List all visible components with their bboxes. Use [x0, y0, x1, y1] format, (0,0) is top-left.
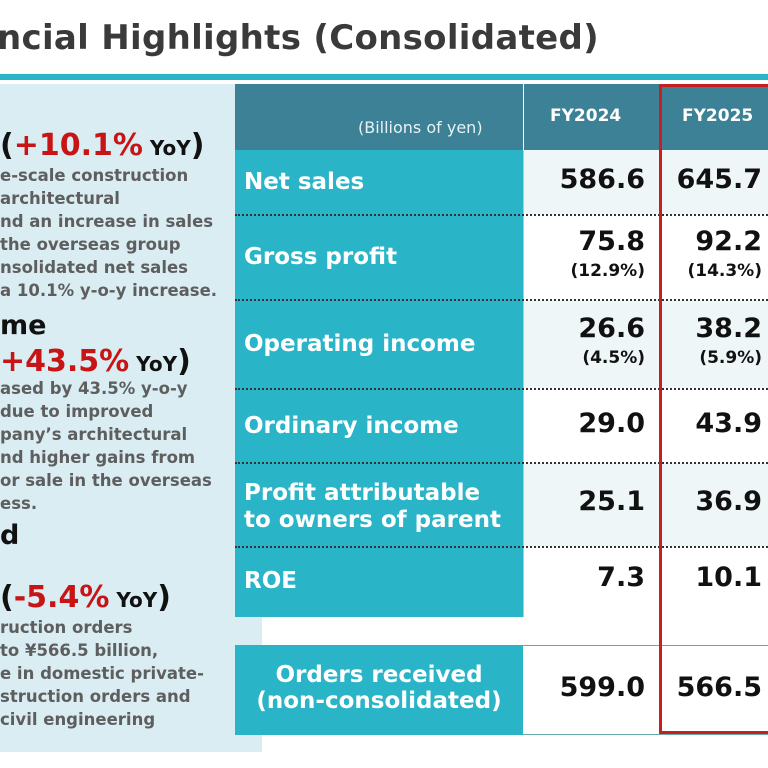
value-column-divider: [523, 150, 524, 617]
row-label-operating-income: Operating income: [244, 331, 476, 357]
orders-yoy-open: (: [0, 580, 14, 615]
orders-value-cells: [523, 645, 768, 735]
sales-yoy-close: ): [190, 128, 205, 163]
row-label-ordinary-income: Ordinary income: [244, 413, 459, 439]
sales-text-line: architectural: [0, 189, 120, 208]
orders-yoy-close: ): [157, 580, 171, 615]
sales-yoy-heading: (+10.1% YoY): [0, 128, 205, 163]
fy2025-highlight-frame: [659, 84, 768, 734]
row-label-profit-attributable-line2: to owners of parent: [244, 507, 501, 533]
income-yoy-value: +43.5%: [0, 344, 130, 379]
profit-attributable-fy2024: 25.1: [578, 486, 645, 517]
sales-text-line: nsolidated net sales: [0, 258, 188, 277]
gross-profit-fy2025: 92.2: [695, 226, 762, 257]
title-underline: [0, 74, 768, 80]
operating-income-fy2024: 26.6: [578, 313, 645, 344]
net-sales-fy2024: 586.6: [559, 164, 645, 195]
table-header-band: [235, 84, 768, 150]
sales-text-line: the overseas group: [0, 235, 181, 254]
orders-yoy-suffix: YoY: [109, 588, 158, 612]
orders-received-line1: Orders received: [275, 662, 483, 688]
income-text-line: or sale in the overseas: [0, 471, 212, 490]
income-yoy-heading: +43.5% YoY): [0, 344, 191, 379]
orders-received-fy2025: 566.5: [676, 672, 762, 703]
income-text-line: pany’s architectural: [0, 425, 188, 444]
income-heading: me: [0, 310, 47, 341]
row-background: [523, 300, 768, 388]
column-header-fy2024: FY2024: [550, 106, 622, 126]
income-yoy-suffix: YoY: [129, 352, 178, 376]
income-text-line: due to improved: [0, 402, 154, 421]
ordinary-income-fy2024: 29.0: [578, 408, 645, 439]
orders-received-fy2024: 599.0: [559, 672, 645, 703]
header-column-divider: [523, 84, 524, 150]
unit-label: (Billions of yen): [358, 118, 483, 137]
row-label-gross-profit: Gross profit: [244, 244, 398, 270]
gross-profit-fy2024: 75.8: [578, 226, 645, 257]
column-header-fy2025: FY2025: [682, 106, 754, 126]
income-text-line: ess.: [0, 494, 38, 513]
row-divider: [235, 388, 768, 390]
orders-yoy-heading: (-5.4% YoY): [0, 580, 171, 615]
gross-margin-fy2025: (14.3%): [687, 261, 762, 281]
income-text-line: ased by 43.5% y-o-y: [0, 379, 188, 398]
sales-yoy-open: (: [0, 128, 14, 163]
income-text-line: nd higher gains from: [0, 448, 196, 467]
orders-text-line: struction orders and: [0, 687, 191, 706]
orders-received-label: Orders received (non-consolidated): [235, 662, 523, 714]
sales-text-line: nd an increase in sales: [0, 212, 214, 231]
income-yoy-close: ): [177, 344, 191, 379]
orders-yoy-value: -5.4%: [13, 580, 110, 615]
row-divider: [235, 299, 768, 301]
roe-fy2024: 7.3: [597, 562, 645, 593]
ordinary-income-fy2025: 43.9: [695, 408, 762, 439]
roe-fy2025: 10.1: [695, 562, 762, 593]
page-title: ncial Highlights (Consolidated): [0, 18, 600, 58]
orders-text-line: to ¥566.5 billion,: [0, 641, 159, 660]
sales-text-line: e-scale construction: [0, 166, 189, 185]
orders-text-line: civil engineering: [0, 710, 156, 729]
orders-text-line: ruction orders: [0, 618, 133, 637]
row-label-net-sales: Net sales: [244, 169, 365, 195]
net-sales-fy2025: 645.7: [676, 164, 762, 195]
sales-text-line: a 10.1% y-o-y increase.: [0, 281, 218, 300]
commentary-panel: [0, 84, 262, 752]
operating-margin-fy2025: (5.9%): [699, 348, 762, 368]
row-label-roe: ROE: [244, 568, 297, 594]
orders-label-cell: [235, 645, 523, 735]
orders-text-line: e in domestic private-: [0, 664, 204, 683]
profit-attributable-fy2025: 36.9: [695, 486, 762, 517]
row-divider: [235, 462, 768, 464]
row-label-column: [235, 150, 523, 617]
sales-yoy-value: +10.1%: [13, 128, 143, 163]
row-background: [523, 150, 768, 214]
row-divider: [235, 546, 768, 548]
row-divider: [235, 214, 768, 216]
operating-margin-fy2024: (4.5%): [582, 348, 645, 368]
orders-heading: d: [0, 520, 20, 551]
operating-income-fy2025: 38.2: [695, 313, 762, 344]
gross-margin-fy2024: (12.9%): [570, 261, 645, 281]
row-label-profit-attributable: Profit attributable: [244, 480, 481, 506]
row-background: [523, 463, 768, 547]
orders-received-line2: (non-consolidated): [256, 688, 502, 714]
sales-yoy-suffix: YoY: [142, 136, 191, 160]
